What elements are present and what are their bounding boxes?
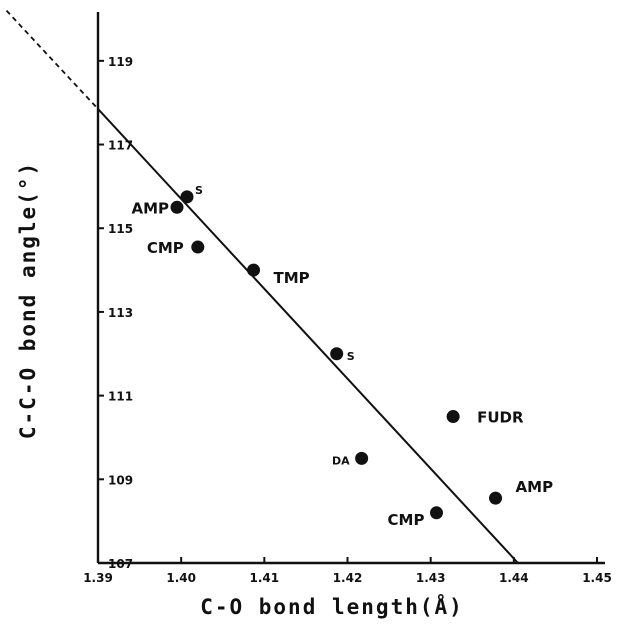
data-point-label: TMP xyxy=(274,269,310,287)
y-tick-label: 115 xyxy=(108,222,133,236)
x-tick-label: 1.40 xyxy=(166,571,196,585)
data-point-label: FUDR xyxy=(477,409,524,427)
x-tick-label: 1.45 xyxy=(582,571,612,585)
data-point-label: S xyxy=(195,184,203,197)
plot-lines xyxy=(5,10,519,564)
data-points xyxy=(170,190,503,520)
y-axis-title: C-C-O bond angle(°) xyxy=(16,161,40,439)
y-tick-label: 111 xyxy=(108,390,133,404)
y-tick-label: 119 xyxy=(108,55,133,69)
data-point xyxy=(170,200,184,214)
data-point-label: AMP xyxy=(131,199,169,217)
y-tick-label: 107 xyxy=(108,557,133,571)
y-tick-label: 117 xyxy=(108,139,133,153)
data-point-label: CMP xyxy=(388,511,425,529)
x-tick-label: 1.44 xyxy=(499,571,529,585)
data-point xyxy=(489,491,503,505)
data-point xyxy=(429,506,443,520)
data-point xyxy=(355,451,369,465)
data-point xyxy=(247,263,261,277)
regression-line-extrapolated xyxy=(5,10,99,110)
x-tick-label: 1.42 xyxy=(333,571,363,585)
data-point xyxy=(180,190,194,204)
data-point-labels: AMP S CMP TMP S FUDR DA AMP CMP xyxy=(131,184,553,529)
x-tick-label: 1.43 xyxy=(416,571,446,585)
data-point-label: CMP xyxy=(147,239,184,257)
y-tick-label: 109 xyxy=(108,473,133,487)
data-point xyxy=(191,240,205,254)
x-axis: 1.39 1.40 1.41 1.42 1.43 1.44 1.45 xyxy=(83,557,612,585)
y-tick-label: 113 xyxy=(108,306,133,320)
data-point xyxy=(330,347,344,361)
data-point-label: DA xyxy=(332,454,350,467)
regression-line xyxy=(97,108,519,564)
y-axis: 107 109 111 113 115 117 119 xyxy=(96,12,133,571)
data-point-label: S xyxy=(347,350,355,363)
x-tick-label: 1.39 xyxy=(83,571,113,585)
x-tick-label: 1.41 xyxy=(250,571,280,585)
data-point xyxy=(446,410,460,424)
x-axis-title: C-O bond length(Å) xyxy=(200,594,464,619)
data-point-label: AMP xyxy=(516,478,554,496)
